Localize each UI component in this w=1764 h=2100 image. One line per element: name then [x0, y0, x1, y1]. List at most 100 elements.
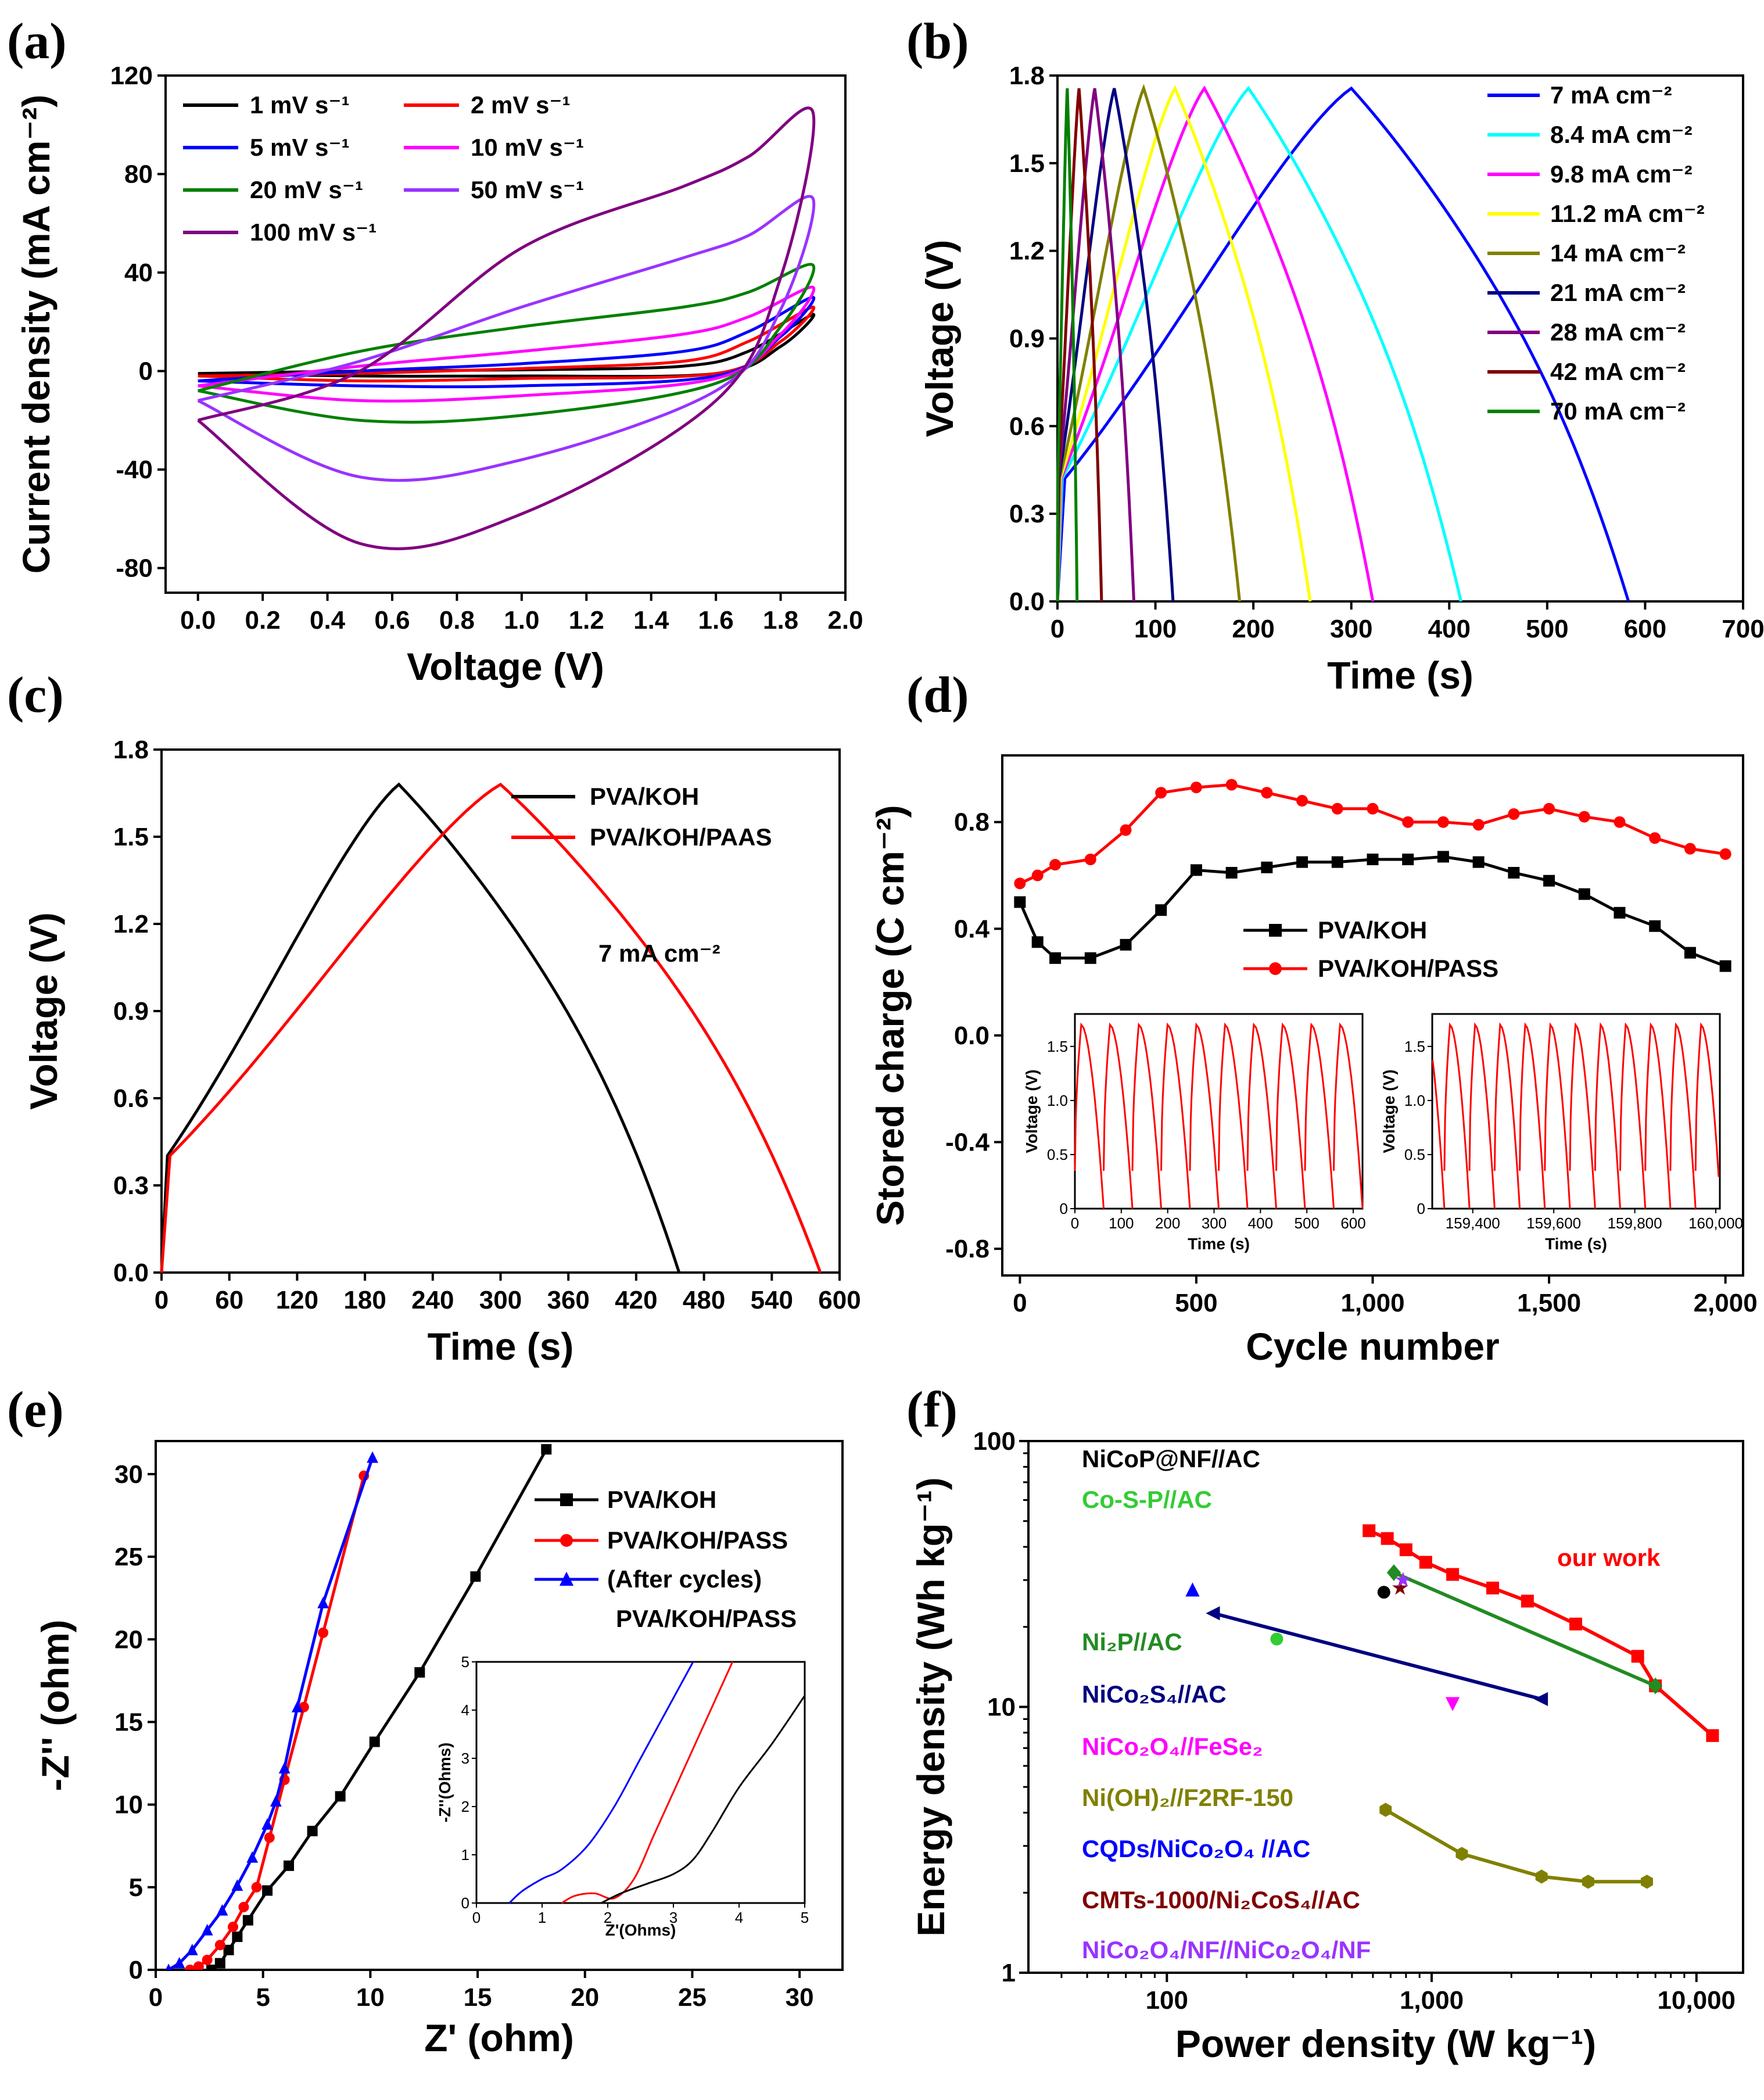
legend-label: PVA/KOH/PASS: [607, 1526, 788, 1554]
legend-label: NiCo₂O₄//FeSe₂: [1082, 1733, 1263, 1760]
panel-label: (d): [906, 667, 969, 723]
legend-a: 1 mV s⁻¹ 2 mV s⁻¹ 5 mV s⁻¹ 10 mV s⁻¹ 20 mV s…: [183, 91, 584, 246]
ragone-marker: [1446, 1697, 1460, 1711]
inset-y-title: Voltage (V): [1023, 1069, 1041, 1153]
y-tick-label: 0.9: [113, 997, 149, 1026]
nyquist-marker: [201, 1923, 213, 1936]
legend-label: (After cycles): [607, 1565, 762, 1593]
x-axis-title: Voltage (V): [407, 645, 604, 688]
inset-y-tick-label: 4: [461, 1701, 469, 1719]
x-axis-title: Z' (ohm): [424, 2016, 574, 2059]
gcd-curve-8: [1056, 88, 1079, 602]
charge-marker: [1402, 854, 1414, 865]
charge-marker: [1261, 861, 1273, 873]
inset-x-tick-label: 159,400: [1446, 1214, 1500, 1232]
inset-y-tick-label: 1.0: [1047, 1092, 1068, 1109]
y-axis-title: Current density (mA cm⁻²): [15, 95, 58, 574]
charge-marker: [1719, 848, 1731, 860]
legend-label: PVA/KOH/PASS: [616, 1605, 797, 1632]
ragone-line-6: [1385, 1808, 1647, 1884]
gcd-curve-7: [1056, 88, 1103, 602]
nyquist-marker: [369, 1736, 380, 1747]
inset-curve-0: [508, 1661, 694, 1904]
legend-label: Co-S-P//AC: [1082, 1486, 1212, 1513]
x-tick-label: 300: [1330, 615, 1372, 643]
ragone-marker: [1455, 1847, 1468, 1861]
charge-marker: [1331, 856, 1343, 868]
charge-marker: [1649, 832, 1661, 844]
ragone-marker: [1377, 1586, 1390, 1599]
x-tick-label: 240: [411, 1286, 454, 1314]
nyquist-marker: [223, 1944, 234, 1955]
nyquist-marker: [202, 1954, 213, 1965]
charge-marker: [1367, 854, 1379, 865]
charge-marker: [1402, 816, 1414, 828]
inset-frame: [1431, 1013, 1721, 1210]
nyquist-marker: [214, 1940, 225, 1951]
nyquist-marker: [216, 1904, 228, 1916]
y-tick-label: 0.3: [1009, 500, 1045, 528]
nyquist-marker: [335, 1791, 346, 1802]
charge-marker: [1261, 787, 1273, 799]
gcd-curve-1: [160, 782, 822, 1273]
y-axis-title: Energy density (Wh kg⁻¹): [909, 1477, 952, 1936]
inset-cycles: [1074, 1022, 1364, 1209]
cv-curve-5: [197, 195, 816, 482]
legend-label: 14 mA cm⁻²: [1550, 239, 1686, 267]
ragone-marker: [1399, 1543, 1412, 1557]
legend-label: 70 mA cm⁻²: [1550, 397, 1686, 425]
x-tick-label: 1.4: [633, 606, 669, 635]
nyquist-marker: [291, 1701, 303, 1712]
x-tick-label: 1.8: [763, 606, 798, 635]
ragone-marker: [1363, 1524, 1376, 1538]
charge-marker: [1190, 782, 1202, 794]
gcd-curve-3: [1056, 85, 1312, 602]
x-tick-label: 1.0: [504, 606, 539, 635]
panel-label: (f): [906, 1382, 958, 1438]
y-tick-label: 10: [114, 1791, 143, 1819]
legend-label: 8.4 mA cm⁻²: [1550, 121, 1693, 148]
ragone-marker: [1419, 1556, 1432, 1569]
legend-marker: [560, 1493, 573, 1506]
x-tick-label: 0: [155, 1286, 168, 1314]
x-tick-label: 2,000: [1694, 1289, 1758, 1317]
legend-label: 7 mA cm⁻²: [1550, 81, 1672, 109]
inset-x-title: Z'(Ohms): [605, 1921, 676, 1939]
x-tick-label: 20: [571, 1983, 599, 2012]
cv-curve-2: [198, 295, 816, 389]
x-axis-title: Time (s): [1327, 654, 1473, 697]
charge-line-0: [1019, 855, 1726, 967]
inset-y-tick-label: 1: [461, 1846, 469, 1864]
inset-y-tick-label: 0.5: [1404, 1146, 1425, 1163]
ragone-marker: [1533, 1692, 1548, 1707]
charge-marker: [1049, 952, 1062, 964]
ragone-marker: [1631, 1650, 1644, 1663]
legend-label: 28 mA cm⁻²: [1550, 318, 1686, 346]
inset-x-tick-label: 5: [801, 1909, 809, 1926]
gcd-curve-2: [1056, 85, 1375, 602]
charge-marker: [1543, 802, 1555, 815]
inset-y-tick-label: 2: [461, 1798, 469, 1815]
x-tick-label: 0.2: [245, 606, 281, 635]
y-tick-label: 40: [124, 259, 153, 287]
inset-x-tick-label: 100: [1109, 1214, 1134, 1232]
y-tick-label: 20: [114, 1625, 143, 1654]
panel-a: (a) 0.0 0.2 0.4 0.6 0.8 1.0 1.2 1.4 1.6 1.8 2.0 -80 -…: [7, 13, 863, 688]
y-tick-label: 0.0: [113, 1259, 149, 1287]
charge-marker: [1472, 856, 1485, 868]
x-tick-label: 200: [1232, 615, 1274, 643]
charge-marker: [1296, 856, 1308, 868]
inset-y-tick-label: 1.5: [1404, 1038, 1425, 1055]
x-tick-label: 600: [1624, 615, 1666, 643]
charge-marker: [1684, 843, 1696, 855]
charge-marker: [1120, 824, 1132, 836]
ragone-marker: [1641, 1875, 1653, 1889]
legend-label: NiCo₂O₄/NF//NiCo₂O₄/NF: [1082, 1936, 1371, 1963]
cv-curve-1: [198, 305, 816, 383]
nyquist-marker: [232, 1931, 243, 1943]
charge-marker: [1719, 960, 1731, 972]
y-tick-label: 0.4: [954, 915, 990, 943]
inset-cycles: [1432, 1022, 1720, 1209]
ragone-marker: [1521, 1594, 1534, 1608]
inset-y-tick-label: 3: [461, 1750, 469, 1767]
